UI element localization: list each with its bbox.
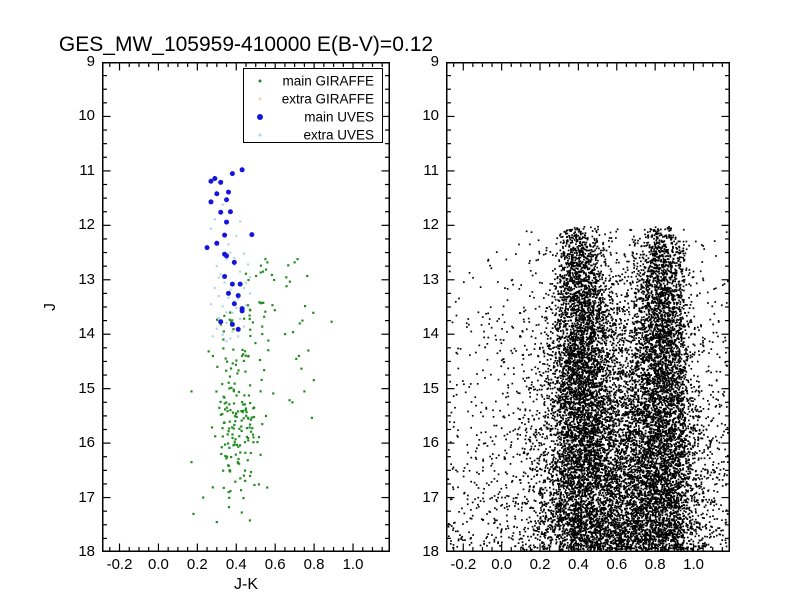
legend-label: main UVES — [304, 109, 374, 124]
right-plot — [446, 62, 730, 552]
y-tick-label: 14 — [78, 325, 95, 343]
x-tick-label: 1.0 — [342, 556, 364, 573]
legend-marker-main-uves — [257, 113, 263, 120]
right-plot-canvas — [446, 62, 730, 552]
y-tick-label: 10 — [78, 107, 95, 125]
x-tick-label: 0.0 — [147, 556, 169, 573]
x-tick-label: -0.2 — [106, 556, 133, 573]
y-tick-label: 17 — [422, 488, 439, 506]
y-tick-label: 13 — [78, 270, 95, 288]
y-tick-label: 14 — [422, 325, 439, 343]
legend: main GIRAFFE extra GIRAFFE main UVES ext… — [243, 68, 383, 143]
legend-item-main-giraffe: main GIRAFFE — [244, 71, 382, 90]
x-tick-label: 0.6 — [264, 556, 286, 573]
y-tick-label: 16 — [78, 434, 95, 452]
legend-marker-extra-giraffe — [258, 97, 262, 100]
y-tick-label: 15 — [422, 379, 439, 397]
y-tick-label: 11 — [423, 161, 439, 179]
x-tick-label: -0.2 — [450, 556, 477, 573]
legend-item-extra-giraffe: extra GIRAFFE — [244, 89, 382, 108]
x-tick-label: 0.4 — [567, 556, 589, 573]
x-tick-label: 0.2 — [186, 556, 208, 573]
y-tick-label: 12 — [78, 216, 95, 234]
x-tick-label: 0.0 — [491, 556, 513, 573]
legend-item-main-uves: main UVES — [244, 107, 382, 126]
x-tick-label: 0.8 — [644, 556, 666, 573]
x-tick-label: 0.2 — [529, 556, 551, 573]
legend-marker-main-giraffe — [258, 79, 262, 82]
y-tick-label: 17 — [78, 488, 95, 506]
y-tick-label: 10 — [422, 107, 439, 125]
legend-item-extra-uves: extra UVES — [244, 125, 382, 144]
legend-label: main GIRAFFE — [282, 73, 374, 88]
left-plot-canvas — [102, 62, 390, 552]
x-tick-label: 0.4 — [225, 556, 247, 573]
y-tick-label: 12 — [422, 216, 439, 234]
legend-label: extra UVES — [303, 127, 374, 142]
y-tick-label: 15 — [78, 379, 95, 397]
y-axis-label: J — [42, 303, 59, 311]
left-plot: main GIRAFFE extra GIRAFFE main UVES ext… — [102, 62, 390, 552]
y-tick-label: 18 — [422, 543, 439, 560]
x-tick-label: 0.6 — [606, 556, 628, 573]
y-tick-label: 16 — [422, 434, 439, 452]
y-tick-label: 11 — [79, 161, 95, 179]
y-tick-label: 9 — [430, 53, 439, 70]
y-tick-label: 18 — [78, 543, 95, 560]
figure-title: GES_MW_105959-410000 E(B-V)=0.12 — [58, 33, 434, 56]
y-tick-label: 9 — [86, 53, 95, 70]
legend-marker-extra-uves — [258, 133, 262, 136]
x-tick-label: 1.0 — [683, 556, 704, 573]
x-axis-label: J-K — [234, 576, 258, 593]
y-tick-label: 13 — [422, 270, 439, 288]
legend-label: extra GIRAFFE — [281, 91, 374, 106]
x-tick-label: 0.8 — [303, 556, 325, 573]
